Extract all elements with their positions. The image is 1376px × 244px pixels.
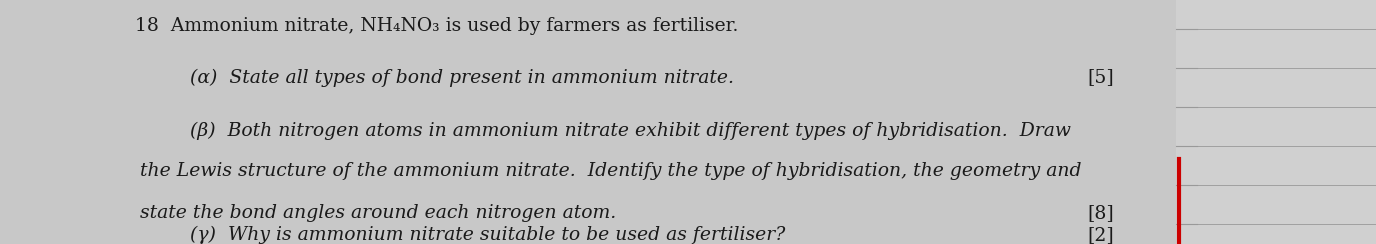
- Text: (β)  Both nitrogen atoms in ammonium nitrate exhibit different types of hybridis: (β) Both nitrogen atoms in ammonium nitr…: [190, 122, 1071, 140]
- Text: state the bond angles around each nitrogen atom.: state the bond angles around each nitrog…: [140, 204, 616, 222]
- Text: [8]: [8]: [1087, 204, 1113, 222]
- FancyBboxPatch shape: [1176, 0, 1376, 244]
- Text: 18  Ammonium nitrate, NH₄NO₃ is used by farmers as fertiliser.: 18 Ammonium nitrate, NH₄NO₃ is used by f…: [135, 17, 738, 35]
- Text: the Lewis structure of the ammonium nitrate.  Identify the type of hybridisation: the Lewis structure of the ammonium nitr…: [140, 162, 1082, 180]
- Text: (γ)  Why is ammonium nitrate suitable to be used as fertiliser?: (γ) Why is ammonium nitrate suitable to …: [190, 226, 786, 244]
- Text: (α)  State all types of bond present in ammonium nitrate.: (α) State all types of bond present in a…: [190, 68, 733, 87]
- Text: [5]: [5]: [1087, 68, 1113, 86]
- Text: [2]: [2]: [1087, 226, 1113, 244]
